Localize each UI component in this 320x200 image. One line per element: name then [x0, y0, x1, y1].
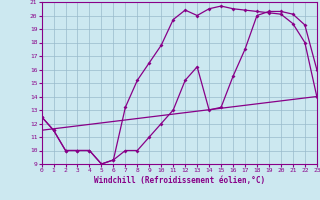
X-axis label: Windchill (Refroidissement éolien,°C): Windchill (Refroidissement éolien,°C) [94, 176, 265, 185]
